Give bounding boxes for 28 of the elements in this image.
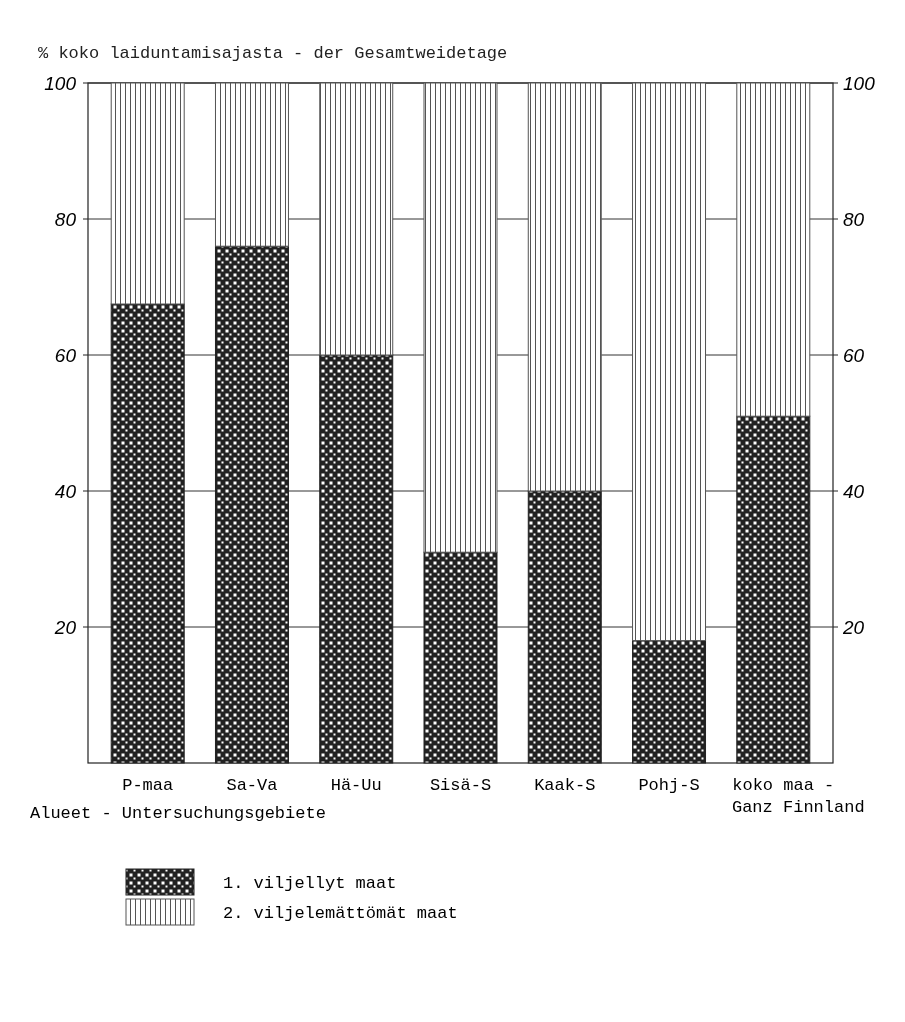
y2-tick-label: 100: [843, 72, 876, 94]
bar: [632, 82, 707, 642]
y2-tick-label: 80: [843, 208, 865, 230]
legend-label: 2. viljelemättömät maat: [223, 904, 458, 923]
y-tick-label: 100: [44, 72, 77, 94]
y2-tick-label: 60: [843, 344, 865, 366]
bar: [319, 82, 394, 356]
bar: [736, 82, 811, 417]
y-axis-title: % koko laiduntamisajasta - der Gesamtweidetage: [38, 44, 508, 63]
y2-tick-label: 20: [842, 616, 865, 638]
y-tick-label: 20: [53, 616, 77, 638]
bar: [423, 82, 498, 553]
y-tick-label: 60: [54, 344, 77, 366]
x-tick-label: Pohj-S: [638, 776, 700, 795]
x-tick-label: Sisä-S: [429, 776, 492, 795]
x-axis-title: Alueet - Untersuchungsgebiete: [30, 804, 326, 823]
y-tick-label: 40: [54, 480, 77, 502]
x-tick-label: Kaak-S: [534, 776, 596, 795]
x-tick-label: koko maa - Ganz Finnland: [731, 776, 865, 817]
x-tick-label: P-maa: [122, 776, 174, 795]
x-tick-label: Sa-Va: [226, 776, 278, 795]
y-tick-label: 80: [54, 208, 77, 230]
legend-label: 1. viljellyt maat: [223, 874, 397, 893]
bar: [214, 82, 289, 247]
bar: [110, 82, 185, 305]
bar: [527, 82, 602, 492]
y2-tick-label: 40: [843, 480, 865, 502]
x-tick-label: Hä-Uu: [330, 776, 382, 795]
